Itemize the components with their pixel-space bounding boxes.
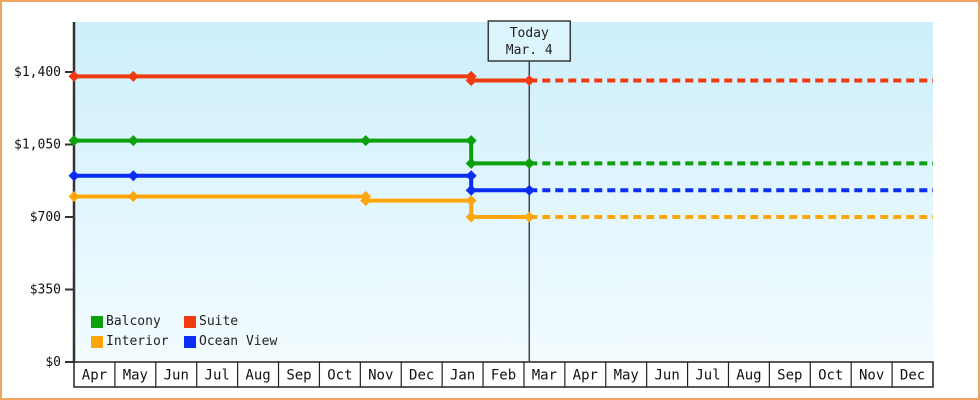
data-point-balcony [465, 157, 477, 169]
data-point-ocean-view [127, 170, 139, 182]
data-point-suite [523, 74, 535, 86]
legend-item-balcony: Balcony [91, 315, 184, 328]
month-label: Jul [205, 368, 230, 384]
y-tick-label: $1,400 [14, 65, 61, 80]
month-label: Nov [368, 368, 393, 384]
legend-label: Interior [106, 334, 169, 349]
legend-label: Ocean View [199, 334, 278, 349]
y-tick-label: $350 [30, 283, 61, 298]
legend-label: Suite [199, 314, 239, 329]
series-lines [68, 70, 933, 223]
data-point-balcony [68, 135, 80, 147]
month-label: Mar [532, 368, 557, 384]
data-point-ocean-view [465, 170, 477, 182]
month-band [73, 361, 934, 388]
month-label: Aug [245, 368, 270, 384]
month-label: Nov [859, 368, 884, 384]
month-label: Aug [736, 368, 761, 384]
legend-label: Balcony [106, 314, 161, 329]
today-label: Today [510, 26, 549, 41]
data-point-suite [127, 70, 139, 82]
month-label: Oct [818, 368, 843, 384]
ocean-view-swatch-icon [184, 335, 196, 348]
legend-item-ocean-view: Ocean View [184, 335, 277, 348]
interior-swatch-icon [91, 335, 103, 348]
data-point-interior [465, 211, 477, 223]
legend: Balcony Suite Interior Ocean View [91, 315, 277, 348]
series-line-balcony [74, 138, 530, 166]
data-point-interior [465, 195, 477, 207]
month-label: Dec [900, 368, 925, 384]
y-axis: $1,400 $1,050 $700 $350 $0 [14, 22, 76, 370]
data-point-interior [127, 190, 139, 202]
data-point-suite [68, 70, 80, 82]
month-label: Oct [327, 368, 352, 384]
y-tick-label: $700 [30, 210, 61, 225]
month-label: Feb [491, 368, 516, 384]
month-label: Sep [777, 368, 802, 384]
data-point-balcony [127, 135, 139, 147]
data-point-suite [465, 74, 477, 86]
legend-item-interior: Interior [91, 335, 184, 348]
month-label: Apr [573, 368, 598, 384]
data-point-balcony [465, 135, 477, 147]
legend-item-suite: Suite [184, 315, 277, 328]
x-axis-month-band: Apr May Jun Jul Aug Sep Oct Nov Dec Jan Feb Mar Apr M… [73, 361, 934, 388]
month-label: Jan [450, 368, 475, 384]
month-label: Jun [164, 368, 189, 384]
month-label: May [614, 368, 639, 384]
suite-swatch-icon [184, 315, 196, 328]
month-label: Jun [654, 368, 679, 384]
y-tick-label: $1,050 [14, 138, 61, 153]
today-date-label: Mar. 4 [506, 43, 553, 58]
data-point-ocean-view [68, 170, 80, 182]
month-label: Dec [409, 368, 434, 384]
month-label: May [123, 368, 148, 384]
balcony-swatch-icon [91, 315, 103, 328]
data-point-balcony [360, 135, 372, 147]
data-point-interior [68, 190, 80, 202]
data-point-ocean-view [465, 184, 477, 196]
data-point-ocean-view [523, 184, 535, 196]
data-point-interior [360, 195, 372, 207]
month-label: Sep [286, 368, 311, 384]
today-box [487, 20, 572, 62]
data-point-interior [523, 211, 535, 223]
y-tick-label: $0 [45, 355, 61, 370]
month-label: Jul [695, 368, 720, 384]
data-point-balcony [523, 157, 535, 169]
month-label: Apr [82, 368, 107, 384]
